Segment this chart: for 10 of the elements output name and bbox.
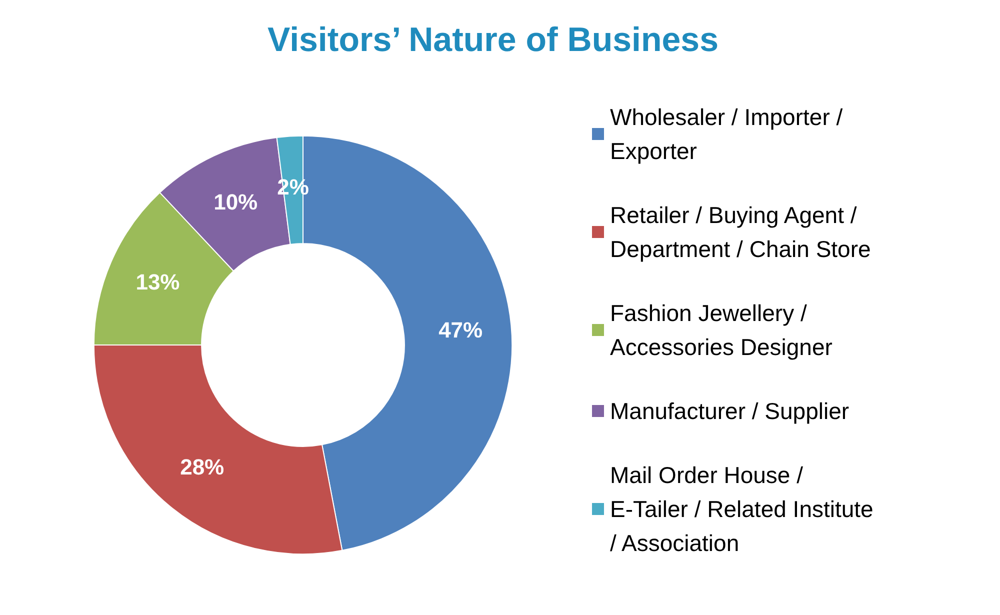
legend-label: Retailer / Buying Agent / Department / Chain Store (610, 202, 871, 262)
data-label: 28% (180, 454, 224, 480)
legend-label: Wholesaler / Importer / Exporter (610, 104, 850, 164)
data-label: 13% (136, 270, 180, 295)
data-label: 47% (438, 318, 483, 343)
chart-title: Visitors’ Nature of Business (268, 21, 718, 59)
legend-label: Manufacturer / Supplier (610, 398, 850, 424)
data-label: 10% (214, 189, 258, 214)
legend-label: Fashion Jewellery / Accessories Designer (610, 300, 833, 360)
legend-label: Mail Order House / E-Tailer / Related Institute / Association (610, 462, 880, 556)
